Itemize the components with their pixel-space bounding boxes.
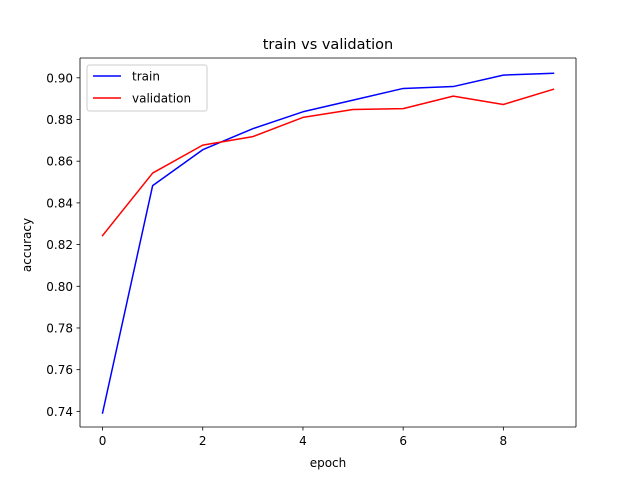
x-tick-label: 4 (299, 434, 307, 448)
x-tick-label: 0 (99, 434, 107, 448)
y-tick-label: 0.76 (46, 363, 73, 377)
chart-title: train vs validation (263, 37, 394, 53)
y-tick-label: 0.74 (46, 405, 73, 419)
y-tick-label: 0.80 (46, 280, 73, 294)
y-tick-label: 0.88 (46, 113, 73, 127)
x-axis-label: epoch (310, 456, 347, 470)
plot-area: 0 2 4 6 8 0.74 0.76 0.78 0.80 0.82 0.84 0.86 0.88 0.9… (46, 57, 577, 448)
x-tick-label: 6 (399, 434, 407, 448)
legend-label-validation: validation (132, 92, 191, 106)
x-tick-label: 2 (199, 434, 207, 448)
series-line-train (101, 72, 555, 414)
y-axis-label: accuracy (20, 218, 34, 272)
y-tick-label: 0.82 (46, 238, 73, 252)
x-tick-label: 8 (500, 434, 508, 448)
y-tick-label: 0.84 (46, 196, 73, 210)
y-tick-label: 0.90 (46, 71, 73, 85)
y-tick-label: 0.86 (46, 155, 73, 169)
legend-label-train: train (132, 70, 160, 84)
series-line-validation (101, 88, 555, 237)
y-tick-label: 0.78 (46, 321, 73, 335)
